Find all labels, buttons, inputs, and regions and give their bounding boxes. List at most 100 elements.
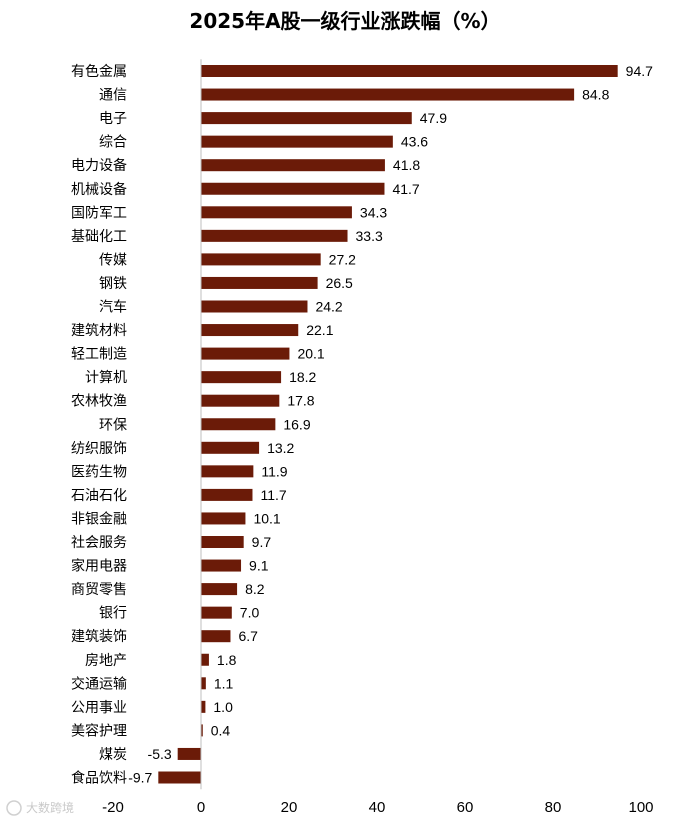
bar bbox=[201, 276, 318, 289]
category-label: 电子 bbox=[99, 111, 127, 127]
category-label: 家用电器 bbox=[71, 558, 127, 575]
bar bbox=[201, 324, 299, 337]
bar bbox=[201, 88, 575, 101]
bar bbox=[201, 630, 231, 643]
data-label: 1.8 bbox=[217, 652, 237, 668]
category-label: 食品饮料 bbox=[71, 770, 127, 787]
data-label: 17.8 bbox=[287, 393, 314, 409]
category-label: 建筑装饰 bbox=[71, 629, 127, 645]
x-tick-label: 100 bbox=[628, 799, 653, 816]
category-label: 通信 bbox=[99, 88, 127, 104]
bar bbox=[201, 488, 253, 501]
watermark-logo-icon bbox=[6, 800, 22, 816]
data-label: 41.8 bbox=[393, 157, 420, 173]
category-label: 房地产 bbox=[85, 653, 127, 669]
x-tick-label: 80 bbox=[545, 799, 562, 816]
bar bbox=[201, 253, 321, 266]
x-tick-label: 20 bbox=[281, 799, 298, 816]
data-label: 9.7 bbox=[252, 534, 272, 550]
bar bbox=[201, 135, 393, 148]
data-label: 34.3 bbox=[360, 204, 387, 220]
bar bbox=[201, 418, 276, 431]
x-tick-label: 0 bbox=[197, 799, 205, 816]
category-label: 钢铁 bbox=[99, 276, 127, 292]
category-label: 非银金融 bbox=[71, 511, 127, 527]
bar bbox=[201, 182, 385, 195]
bar bbox=[201, 677, 206, 690]
x-tick-label: -20 bbox=[102, 799, 124, 816]
bar bbox=[201, 206, 352, 219]
data-label: 7.0 bbox=[240, 605, 260, 621]
category-label: 银行 bbox=[99, 606, 127, 622]
bar bbox=[201, 347, 290, 360]
x-tick-label: 60 bbox=[457, 799, 474, 816]
data-label: 94.7 bbox=[626, 63, 653, 79]
category-label: 纺织服饰 bbox=[71, 441, 127, 457]
category-label: 医药生物 bbox=[71, 464, 127, 480]
chart-title: 2025年A股一级行业涨跌幅（%） bbox=[189, 9, 500, 33]
bar bbox=[201, 653, 209, 666]
data-label: 84.8 bbox=[582, 87, 609, 103]
bar bbox=[201, 606, 232, 619]
bar bbox=[158, 771, 201, 784]
category-label: 美容护理 bbox=[71, 722, 127, 739]
category-label: 社会服务 bbox=[71, 535, 127, 551]
category-label: 计算机 bbox=[85, 370, 127, 386]
data-label: 1.1 bbox=[214, 675, 234, 691]
data-label: 33.3 bbox=[356, 228, 383, 244]
bar bbox=[201, 583, 238, 596]
data-label: 24.2 bbox=[315, 299, 342, 315]
bar bbox=[201, 724, 203, 737]
bar bbox=[201, 229, 348, 242]
category-label: 商贸零售 bbox=[71, 582, 127, 598]
data-label: 27.2 bbox=[329, 251, 356, 267]
category-label: 综合 bbox=[99, 135, 127, 151]
bar bbox=[201, 441, 260, 454]
data-label: 16.9 bbox=[283, 416, 310, 432]
category-label: 电力设备 bbox=[71, 157, 127, 174]
bar bbox=[201, 700, 206, 713]
bar bbox=[201, 512, 246, 525]
category-label: 环保 bbox=[99, 417, 127, 433]
data-label: 26.5 bbox=[326, 275, 353, 291]
data-label: 18.2 bbox=[289, 369, 316, 385]
bar bbox=[201, 112, 412, 125]
plot-area: 有色金属 94.7 通信 84.8 电子 47.9 综合 43.6 电力设备 41.8 机械设备 41… bbox=[71, 59, 654, 816]
data-label: 11.9 bbox=[261, 463, 287, 479]
bar bbox=[201, 559, 242, 572]
bar bbox=[201, 300, 308, 313]
bar bbox=[201, 371, 282, 384]
data-label: 41.7 bbox=[392, 181, 419, 197]
data-label: -5.3 bbox=[148, 746, 172, 762]
data-label: 9.1 bbox=[249, 558, 269, 574]
data-label: 0.4 bbox=[211, 722, 231, 738]
bar bbox=[201, 159, 385, 172]
watermark-text: 大数跨境 bbox=[26, 800, 74, 815]
category-label: 农林牧渔 bbox=[71, 394, 127, 410]
data-label: 11.7 bbox=[260, 487, 286, 503]
data-label: -9.7 bbox=[128, 770, 152, 786]
data-label: 22.1 bbox=[306, 322, 333, 338]
category-label: 公用事业 bbox=[71, 700, 127, 716]
category-label: 交通运输 bbox=[71, 675, 127, 692]
category-label: 基础化工 bbox=[71, 228, 127, 245]
category-label: 建筑材料 bbox=[71, 323, 127, 339]
category-label: 轻工制造 bbox=[71, 347, 127, 363]
bar bbox=[201, 536, 244, 548]
category-label: 汽车 bbox=[99, 299, 127, 316]
data-label: 10.1 bbox=[253, 510, 280, 526]
data-label: 8.2 bbox=[245, 581, 265, 597]
bar bbox=[201, 394, 280, 407]
bar bbox=[201, 465, 254, 478]
data-label: 13.2 bbox=[267, 440, 294, 456]
x-tick-label: 40 bbox=[369, 799, 386, 816]
data-label: 1.0 bbox=[213, 699, 233, 715]
bar bbox=[201, 65, 618, 77]
data-label: 47.9 bbox=[420, 110, 447, 126]
category-label: 国防军工 bbox=[71, 205, 127, 221]
data-label: 20.1 bbox=[297, 346, 324, 362]
category-label: 有色金属 bbox=[71, 63, 127, 80]
category-label: 传媒 bbox=[99, 252, 127, 268]
watermark: 大数跨境 bbox=[6, 800, 74, 816]
